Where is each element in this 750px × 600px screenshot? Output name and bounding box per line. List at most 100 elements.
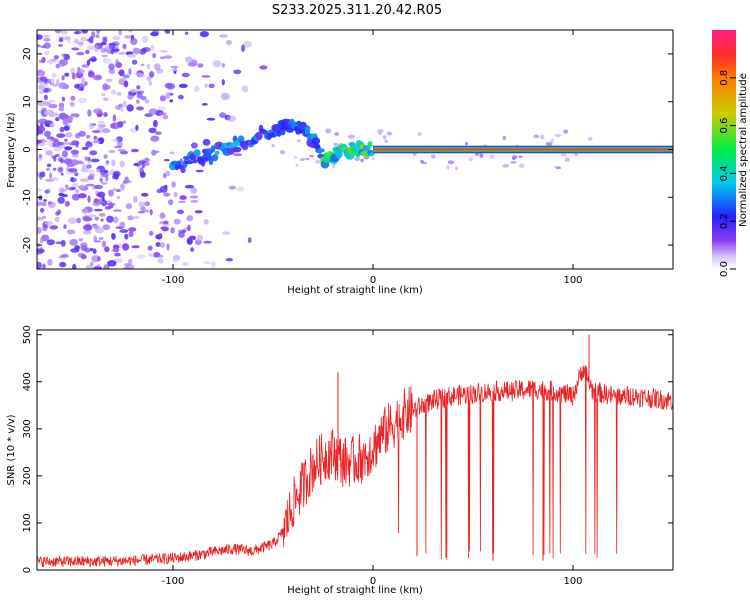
- spectrum-noise-blob: [128, 258, 133, 265]
- colorbar-gradient: [712, 30, 736, 269]
- spectrum-signal-blob: [335, 150, 343, 159]
- spectrum-noise-blob: [69, 159, 79, 166]
- spectrum-noise-blob: [98, 237, 104, 240]
- spectrum-noise-blob: [334, 132, 339, 136]
- spectrum-noise-blob: [159, 212, 166, 219]
- spectrum-noise-blob: [75, 141, 79, 148]
- spectrum-noise-blob: [81, 77, 86, 85]
- spectrum-noise-blob: [333, 142, 339, 146]
- spectrum-noise-blob: [130, 148, 139, 153]
- y-tick-label: 10: [22, 95, 33, 108]
- spectrum-noise-blob: [105, 78, 113, 83]
- y-tick-label: 500: [22, 325, 33, 344]
- spectrum-noise-blob: [259, 65, 268, 70]
- x-tick-label: 0: [370, 576, 376, 587]
- spectrum-noise-blob: [71, 153, 80, 158]
- spectrum-noise-blob: [247, 237, 252, 244]
- spectrum-noise-blob: [66, 229, 76, 235]
- spectrum-noise-blob: [163, 158, 170, 162]
- x-tick-label: 0: [370, 275, 376, 286]
- spectrum-noise-blob: [161, 226, 169, 232]
- spectrum-noise-blob: [190, 200, 199, 203]
- colorbar: 0.0 0.2 0.4 0.6 0.8 Normalized spectral ampl…: [712, 30, 749, 277]
- spectrum-noise-blob: [53, 54, 60, 59]
- spectrum-noise-blob: [128, 231, 134, 238]
- spectrum-noise-blob: [78, 97, 88, 104]
- spectrum-noise-blob: [103, 154, 108, 159]
- spectrum-noise-blob: [42, 263, 46, 269]
- spectrum-noise-blob: [141, 35, 149, 43]
- spectrum-noise-blob: [50, 177, 59, 181]
- spectrum-noise-blob: [52, 140, 61, 148]
- spectrum-noise-blob: [44, 189, 50, 194]
- spectrum-noise-blob: [157, 106, 167, 112]
- spectrum-noise-blob: [47, 221, 51, 229]
- spectrum-noise-blob: [56, 133, 66, 139]
- spectrum-noise-blob: [184, 184, 194, 189]
- spectrum-noise-blob: [110, 123, 116, 129]
- spectrum-noise-blob: [181, 72, 190, 78]
- spectrum-noise-blob: [151, 149, 157, 156]
- spectrum-noise-blob: [104, 43, 109, 50]
- spectrum-noise-blob: [148, 253, 155, 257]
- spectrum-noise-blob: [55, 241, 65, 245]
- spectrum-noise-blob: [347, 134, 355, 139]
- spectrum-noise-blob: [105, 174, 109, 182]
- spectrum-noise-blob: [173, 191, 178, 198]
- spectrum-noise-blob: [86, 160, 93, 164]
- spectrum-noise-blob: [171, 67, 177, 72]
- spectrum-noise-blob: [117, 149, 126, 152]
- spectrum-noise-blob: [68, 168, 78, 173]
- spectrum-noise-blob: [111, 159, 116, 167]
- spectrum-noise-blob: [222, 231, 231, 235]
- spectrum-noise-blob: [208, 83, 215, 89]
- spectrum-noise-blob: [178, 229, 184, 234]
- spectrum-noise-blob: [123, 80, 129, 88]
- spectrum-noise-blob: [37, 261, 42, 269]
- spectrum-noise-blob: [115, 59, 120, 65]
- spectrum-noise-blob: [71, 183, 79, 188]
- spectrogram-marks: [37, 30, 673, 269]
- spectrum-signal-blob: [367, 141, 373, 148]
- spectrum-signal-blob: [348, 142, 356, 147]
- spectrum-noise-blob: [168, 199, 174, 206]
- colorbar-tick-label: 0.2: [719, 213, 730, 229]
- spectrum-noise-blob: [101, 240, 107, 248]
- spectrum-noise-blob: [88, 57, 97, 62]
- spectrum-noise-blob: [185, 56, 193, 63]
- spectrum-noise-blob: [88, 169, 95, 174]
- spectrum-noise-blob: [37, 248, 45, 253]
- spectrum-noise-blob: [86, 134, 91, 139]
- spectrum-noise-blob: [189, 195, 199, 199]
- spectrum-noise-blob: [58, 37, 64, 43]
- spectrum-noise-blob: [86, 45, 95, 51]
- spectrum-noise-blob: [88, 123, 94, 129]
- spectrum-noise-blob: [96, 256, 101, 262]
- spectrum-noise-blob: [92, 248, 97, 255]
- spectrum-noise-blob: [150, 44, 155, 51]
- snr-x-label: Height of straight line (km): [287, 585, 423, 596]
- spectrum-noise-blob: [89, 173, 95, 177]
- spectrum-noise-blob: [127, 54, 137, 58]
- spectrum-noise-blob: [38, 59, 43, 64]
- spectrum-noise-blob: [489, 154, 495, 160]
- spectrum-noise-blob: [60, 158, 65, 164]
- spectrum-noise-blob: [114, 252, 121, 257]
- spectrum-noise-blob: [43, 37, 51, 42]
- spectrum-signal-blob: [210, 145, 216, 153]
- spectrum-noise-blob: [194, 210, 203, 214]
- y-tick-label: 300: [22, 419, 33, 438]
- spectrum-noise-blob: [166, 243, 170, 251]
- spectrum-noise-blob: [545, 141, 553, 146]
- spectrum-noise-blob: [97, 137, 105, 145]
- spectrum-noise-blob: [88, 214, 97, 218]
- spectrum-noise-blob: [122, 43, 127, 50]
- spectrum-noise-blob: [154, 63, 161, 71]
- colorbar-tick-label: 0.0: [719, 261, 730, 277]
- spectrum-noise-blob: [153, 119, 158, 128]
- spectrum-noise-blob: [242, 41, 252, 48]
- spectrum-noise-blob: [103, 97, 109, 101]
- spectrum-noise-blob: [204, 83, 208, 88]
- spectrum-noise-blob: [78, 185, 86, 190]
